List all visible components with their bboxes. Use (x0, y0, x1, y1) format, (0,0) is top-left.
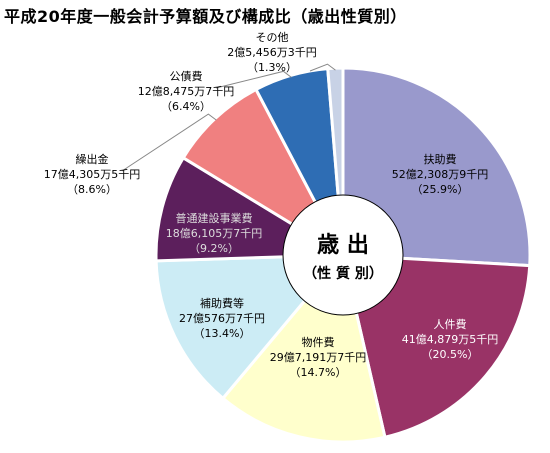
center-label-line2: （性 質 別） (303, 265, 383, 282)
slice-label-amount: 18億6,105万7千円 (166, 227, 263, 240)
pie-slice (341, 66, 532, 268)
leader-line (121, 113, 217, 172)
slice-label-name: その他 (256, 31, 289, 44)
slice-label-percent: （9.2%） (189, 242, 239, 255)
slice-label-percent: （20.5%） (422, 348, 479, 361)
leader-line (215, 70, 292, 89)
slice-label-name: 物件費 (302, 335, 335, 349)
pie-slice (341, 253, 532, 440)
slice-label-percent: （8.6%） (67, 183, 117, 196)
slice-label-percent: （6.4%） (161, 100, 211, 113)
slice-label-amount: 17億4,305万5千円 (44, 168, 141, 181)
slice-label-amount: 52億2,308万9千円 (392, 168, 489, 181)
slice-label-percent: （14.7%） (290, 366, 347, 379)
slice-label-name: 人件費 (434, 317, 467, 331)
donut-hole (282, 194, 404, 316)
slice-label-amount: 27億576万7千円 (179, 312, 265, 325)
slice-label-name: 公債費 (170, 69, 203, 83)
leader-lines (121, 63, 336, 172)
slice-label-percent: （1.3%） (247, 61, 297, 74)
slice-label-name: 扶助費 (424, 152, 457, 166)
slice-label-amount: 2億5,456万3千円 (227, 46, 317, 59)
slice-label-amount: 12億8,475万7千円 (138, 85, 235, 98)
leader-line (309, 63, 336, 72)
labels-layer: 扶助費 52億2,308万9千円 （25.9%） 人件費 41億4,879万5千円 （20… (44, 31, 499, 379)
slice-label-amount: 41億4,879万5千円 (402, 333, 499, 346)
slice-label-name: 補助費等 (200, 296, 244, 310)
slice-label-percent: （13.4%） (194, 327, 251, 340)
chart-title: 平成20年度一般会計予算額及び構成比（歳出性質別） (4, 7, 407, 26)
slice-label-name: 普通建設事業費 (176, 211, 253, 225)
center-label-line1: 歳 出 (317, 233, 369, 258)
slice-label-percent: （25.9%） (412, 183, 469, 196)
slice-label-amount: 29億7,191万7千円 (270, 351, 367, 364)
slice-label-name: 繰出金 (76, 152, 109, 166)
